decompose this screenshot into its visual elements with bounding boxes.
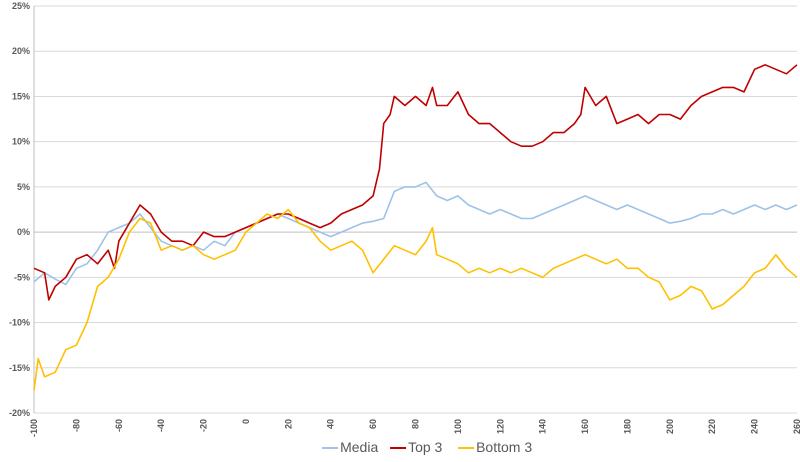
- x-tick-label: -100: [29, 419, 39, 437]
- x-tick-label: -60: [114, 419, 124, 432]
- x-tick-label: 260: [792, 419, 800, 434]
- legend-item: Bottom 3: [458, 439, 532, 455]
- y-tick-label: -15%: [9, 363, 30, 373]
- legend: Media Top 3 Bottom 3: [322, 439, 532, 455]
- y-tick-label: -5%: [14, 272, 30, 282]
- y-tick-label: 10%: [12, 137, 30, 147]
- x-tick-label: 20: [283, 419, 293, 429]
- x-tick-label: 160: [580, 419, 590, 434]
- x-tick-label: -20: [199, 419, 209, 432]
- x-tick-label: 180: [622, 419, 632, 434]
- x-tick-label: 140: [538, 419, 548, 434]
- y-tick-label: -10%: [9, 318, 30, 328]
- legend-label: Top 3: [408, 439, 442, 455]
- series-line-media: [33, 181, 798, 286]
- x-tick-label: 40: [326, 419, 336, 429]
- y-tick-label: 15%: [12, 91, 30, 101]
- x-tick-label: 60: [368, 419, 378, 429]
- x-tick-label: -80: [71, 419, 81, 432]
- x-tick-label: 200: [665, 419, 675, 434]
- x-tick-label: 220: [707, 419, 717, 434]
- axes: -20% -15% -10% -5% 0% 5% 10% 15% 20% 25% -100 -80 -6…: [9, 1, 800, 437]
- y-tick-label: 25%: [12, 1, 30, 11]
- x-tick-label: 240: [750, 419, 760, 434]
- x-tick-label: 100: [453, 419, 463, 434]
- y-tick-label: 20%: [12, 46, 30, 56]
- y-tick-label: -20%: [9, 408, 30, 418]
- x-tick-label: 80: [411, 419, 421, 429]
- series-lines: [33, 64, 798, 391]
- y-tick-label: 5%: [17, 182, 30, 192]
- x-tick-label: 0: [241, 419, 251, 424]
- legend-label: Bottom 3: [476, 439, 532, 455]
- x-tick-label: 120: [495, 419, 505, 434]
- series-line-top-3: [33, 64, 798, 301]
- y-tick-label: 0%: [17, 227, 30, 237]
- legend-label: Media: [340, 439, 378, 455]
- legend-item: Media: [322, 439, 378, 455]
- legend-item: Top 3: [390, 439, 443, 455]
- x-tick-label: -40: [156, 419, 166, 432]
- series-line-bottom-3: [33, 208, 798, 391]
- gridlines: [34, 5, 797, 414]
